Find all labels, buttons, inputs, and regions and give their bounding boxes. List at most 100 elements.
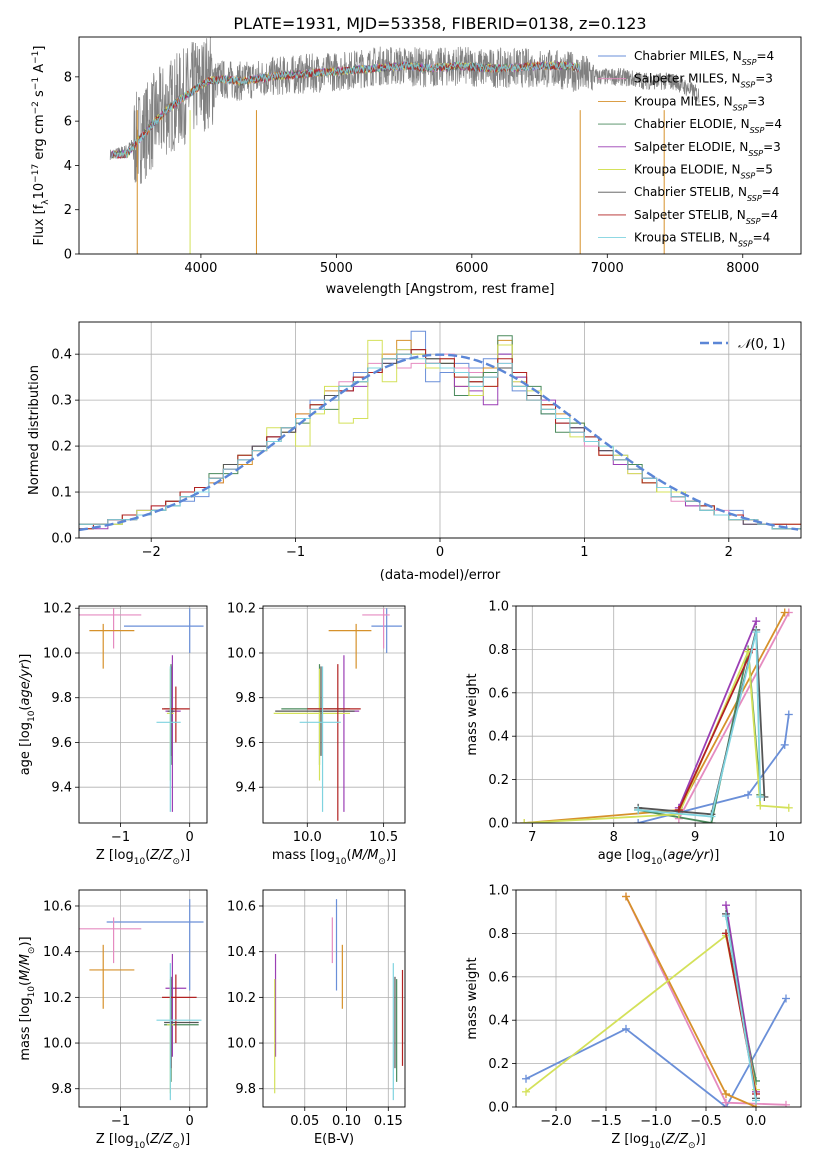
x-axis-label: Z [log10(Z/Z⊙)] (611, 1132, 705, 1151)
y-tick-label: 10.2 (43, 602, 72, 617)
y-axis-label: mass weight (465, 673, 480, 755)
legend-label: Salpeter MILES, NSSP=3 (634, 72, 773, 90)
x-tick-label: 10.5 (369, 830, 398, 845)
x-axis-label: age [log10(age/yr)] (598, 848, 720, 867)
plot-area (520, 608, 793, 823)
x-axis-label: wavelength [Angstrom, rest frame] (326, 282, 555, 297)
y-tick-label: 0 (64, 248, 72, 263)
x-tick-label: −2.0 (540, 1114, 572, 1129)
legend-label: Salpeter STELIB, NSSP=4 (634, 208, 778, 226)
weight-line (525, 933, 757, 1093)
y-tick-label: 10.2 (227, 991, 256, 1006)
x-tick-label: 10 (768, 830, 785, 845)
x-tick-label: −1 (111, 830, 130, 845)
y-tick-label: 10.0 (43, 646, 72, 661)
x-axis-label: Z [log10(Z/Z⊙)] (96, 1132, 190, 1151)
y-tick-label: 0.2 (488, 773, 509, 788)
y-tick-label: 0.1 (51, 486, 72, 501)
legend-label: Chabrier ELODIE, NSSP=4 (634, 117, 782, 135)
y-tick-label: 10.0 (227, 646, 256, 661)
legend-label: Salpeter ELODIE, NSSP=3 (634, 140, 781, 158)
plot-area (79, 608, 204, 812)
histogram-step (79, 353, 801, 530)
y-tick-label: 0.0 (488, 1101, 509, 1116)
weight-line (625, 896, 757, 1107)
plot-area (274, 899, 404, 1101)
x-tick-label: 5000 (320, 261, 353, 276)
panel-mass_vs_EBV: 0.05 0.10 0.15 9.8 10.0 10.2 10.4 10.6 E(B-V) (227, 889, 406, 1147)
x-tick-label: 7 (528, 830, 536, 845)
model-line (111, 60, 581, 159)
y-tick-label: 9.8 (51, 1082, 72, 1097)
legend-label: Kroupa MILES, NSSP=3 (634, 94, 765, 112)
y-tick-label: 0.2 (488, 1057, 509, 1072)
x-tick-label: 2 (725, 545, 733, 560)
plot-area (79, 330, 801, 532)
y-tick-label: 9.8 (51, 691, 72, 706)
panel-weight_vs_age: 7 8 9 10 0.0 0.2 0.4 0.6 0.8 1.0 age [log10(age/yr… (465, 600, 802, 867)
y-tick-label: 10.2 (43, 991, 72, 1006)
axes-frame (515, 889, 802, 1108)
y-tick-label: 9.6 (51, 736, 72, 751)
data-spectrum-line (109, 37, 700, 184)
axes-frame (78, 605, 208, 824)
y-tick-label: 0.4 (51, 348, 72, 363)
y-tick-label: 9.4 (51, 781, 72, 796)
x-tick-label: 0 (186, 1114, 194, 1129)
x-tick-label: 9 (691, 830, 699, 845)
panel-age_vs_Z: −1 0 9.4 9.6 9.8 10.0 10.2 Z [log10(Z/Z⊙)] age [… (18, 602, 208, 867)
x-tick-label: 0.10 (332, 1114, 361, 1129)
axes-frame (78, 889, 208, 1108)
y-axis-label: mass [log10(M/M⊙)] (18, 936, 37, 1060)
x-axis-label: mass [log10(M/M⊙)] (272, 848, 396, 867)
x-tick-label: 8 (610, 830, 618, 845)
y-tick-label: 10.6 (227, 899, 256, 914)
axes-frame (515, 605, 802, 824)
legend-label: 𝒩(0, 1) (738, 337, 785, 352)
x-tick-label: −2 (142, 545, 161, 560)
axes-frame (262, 889, 406, 1108)
x-tick-label: 0.15 (374, 1114, 403, 1129)
y-tick-label: 9.8 (235, 1082, 256, 1097)
plot-area (109, 37, 700, 254)
figure-title: PLATE=1931, MJD=53358, FIBERID=0138, z=0… (233, 14, 646, 33)
y-axis-label: Normed distribution (27, 365, 42, 495)
legend-label: Kroupa ELODIE, NSSP=5 (634, 163, 773, 181)
x-tick-label: −1.0 (640, 1114, 672, 1129)
plot-area (273, 608, 402, 821)
y-tick-label: 0.0 (488, 817, 509, 832)
weight-line (678, 649, 753, 811)
y-axis-label: mass weight (465, 957, 480, 1039)
legend-label: Chabrier MILES, NSSP=4 (634, 49, 774, 67)
x-tick-label: −0.5 (690, 1114, 722, 1129)
axes-frame (262, 605, 406, 824)
panel-residuals: −2 −1 0 1 2 0.0 0.1 0.2 0.3 0.4 (data-model)/error… (27, 321, 802, 583)
y-tick-label: 10.0 (227, 1037, 256, 1052)
x-tick-label: 1 (580, 545, 588, 560)
y-tick-label: 0.3 (51, 394, 72, 409)
weight-line (725, 915, 757, 1101)
x-tick-label: 4000 (184, 261, 217, 276)
y-tick-label: 9.6 (235, 736, 256, 751)
y-tick-label: 0.6 (488, 970, 509, 985)
panel-mass_vs_Z: −1 0 9.8 10.0 10.2 10.4 10.6 Z [log10(Z/Z⊙)] mas… (18, 889, 208, 1151)
x-tick-label: 8000 (726, 261, 759, 276)
weight-line (524, 612, 786, 823)
y-tick-label: 0.6 (488, 686, 509, 701)
y-tick-label: 0.8 (488, 927, 509, 942)
weight-line (638, 631, 762, 818)
panel-spectrum: 4000 5000 6000 7000 8000 0 2 4 6 8 wavelength [Ang… (31, 36, 802, 297)
weight-line (637, 714, 790, 823)
x-tick-label: 7000 (591, 261, 624, 276)
x-tick-label: −1.5 (590, 1114, 622, 1129)
panel-weight_vs_Z: −2.0 −1.5 −1.0 −0.5 0.0 0.0 0.2 0.4 0.6 0.8 1.0 Z [… (465, 884, 802, 1151)
plot-area (79, 899, 204, 1101)
axes-frame (78, 321, 802, 539)
y-tick-label: 1.0 (488, 600, 509, 615)
y-tick-label: 8 (64, 70, 72, 85)
y-tick-label: 10.4 (43, 945, 72, 960)
y-axis-label: age [log10(age/yr)] (18, 654, 37, 776)
x-axis-label: (data-model)/error (380, 568, 501, 583)
weight-line (678, 620, 758, 809)
